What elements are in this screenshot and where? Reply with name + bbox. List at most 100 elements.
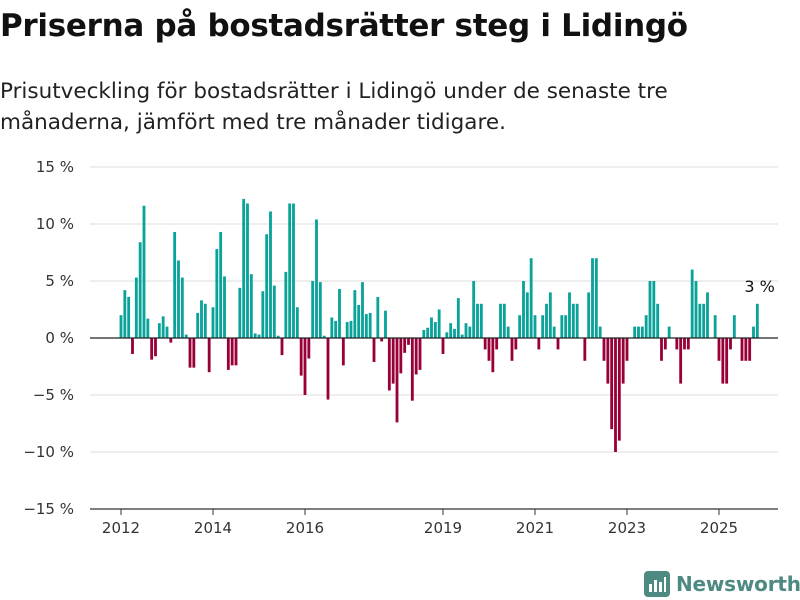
bar-positive (223, 276, 226, 338)
bar-negative (729, 338, 732, 350)
bar-negative (602, 338, 606, 361)
bar-positive (548, 292, 552, 338)
bar-negative (510, 338, 514, 361)
bar-negative (380, 338, 384, 342)
bar-negative (606, 338, 610, 384)
bar-negative (169, 338, 173, 343)
bar-negative (614, 338, 617, 452)
bar-positive (215, 249, 219, 338)
bar-positive (476, 303, 479, 338)
bar-positive (752, 326, 755, 338)
bar-positive (690, 269, 694, 338)
bar-positive (127, 296, 131, 338)
bar-positive (361, 282, 364, 338)
bar-positive (564, 315, 568, 338)
bar-positive (637, 326, 640, 338)
bar-negative (391, 338, 395, 384)
bars (119, 198, 759, 452)
bar-positive (184, 334, 188, 338)
bar-positive (533, 315, 537, 338)
bar-positive (468, 326, 472, 338)
bar-positive (518, 315, 522, 338)
y-tick-label: 15 % (36, 158, 74, 176)
bar-chart-logo-icon (644, 571, 670, 597)
y-tick-label: −10 % (23, 443, 74, 461)
bar-positive (560, 315, 564, 338)
grid-lines (90, 166, 778, 453)
bar-positive (203, 303, 207, 338)
bar-negative (341, 338, 345, 366)
bar-positive (422, 330, 426, 338)
bar-negative (740, 338, 744, 361)
bar-negative (399, 338, 403, 374)
bar-positive (594, 258, 598, 338)
bar-positive (246, 203, 249, 338)
bar-negative (280, 338, 284, 356)
bar-negative (150, 338, 154, 360)
bar-positive (353, 290, 357, 338)
bar-positive (357, 304, 361, 338)
bar-positive (200, 300, 203, 338)
bar-positive (460, 334, 464, 338)
bar-negative (131, 338, 134, 354)
bar-positive (261, 291, 265, 338)
bar-positive (196, 312, 200, 338)
bar-positive (453, 328, 456, 338)
bar-positive (472, 281, 476, 338)
bar-positive (311, 281, 315, 338)
bar-positive (146, 318, 150, 338)
bar-positive (295, 307, 299, 338)
x-tick-label: 2012 (102, 519, 140, 537)
bar-positive (292, 203, 295, 338)
bar-negative (495, 338, 499, 350)
bar-positive (211, 307, 215, 338)
bar-positive (732, 315, 736, 338)
bar-positive (698, 303, 702, 338)
bar-positive (219, 231, 223, 338)
bar-positive (180, 277, 184, 338)
bar-positive (656, 303, 660, 338)
bar-positive (713, 315, 717, 338)
bar-positive (644, 315, 648, 338)
bar-positive (506, 326, 510, 338)
bar-negative (372, 338, 376, 362)
bar-negative (414, 338, 418, 375)
bar-negative (660, 338, 663, 361)
y-tick-label: −15 % (23, 500, 74, 518)
bar-negative (487, 338, 491, 361)
bar-positive (134, 277, 138, 338)
bar-negative (230, 338, 234, 366)
bar-negative (491, 338, 495, 373)
bar-negative (387, 338, 391, 391)
y-tick-label: 5 % (45, 272, 74, 290)
bar-positive (364, 314, 368, 338)
bar-positive (330, 317, 334, 338)
bar-positive (640, 326, 644, 338)
bar-negative (395, 338, 399, 423)
bar-positive (464, 323, 468, 338)
bar-positive (257, 334, 261, 338)
bar-positive (648, 281, 652, 338)
bar-positive (652, 281, 656, 338)
bar-positive (288, 203, 292, 338)
bar-negative (625, 338, 629, 361)
bar-positive (587, 292, 591, 338)
bar-positive (322, 335, 326, 338)
bar-negative (537, 338, 541, 350)
bar-positive (315, 219, 318, 338)
bar-negative (303, 338, 307, 395)
bar-positive (161, 316, 165, 338)
bar-negative (234, 338, 238, 366)
bar-negative (663, 338, 667, 350)
x-tick-label: 2021 (516, 519, 554, 537)
bar-positive (284, 271, 288, 338)
bar-positive (449, 323, 453, 338)
bar-positive (437, 309, 441, 338)
bar-positive (667, 326, 671, 338)
axes (90, 337, 778, 515)
bar-positive (552, 326, 556, 338)
bar-positive (445, 332, 449, 338)
bar-negative (744, 338, 748, 361)
bar-positive (755, 303, 759, 338)
